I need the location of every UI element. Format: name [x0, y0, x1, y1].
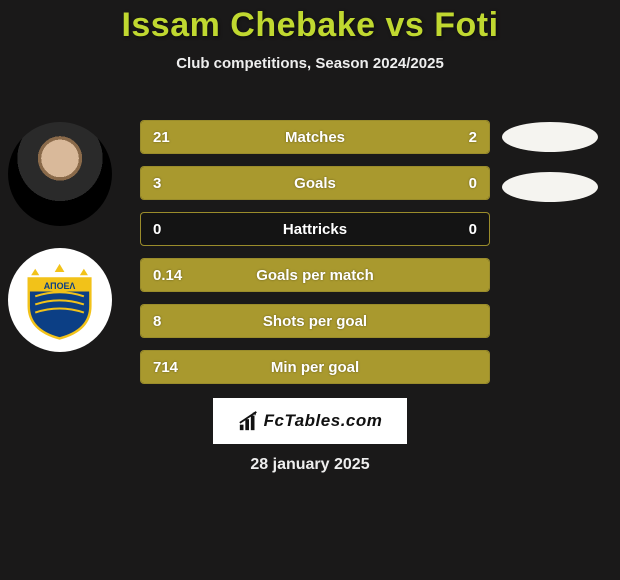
svg-text:ΑΠΟΕΛ: ΑΠΟΕΛ — [44, 281, 76, 291]
stat-row: 0Hattricks0 — [140, 212, 490, 246]
stat-left-value: 21 — [141, 129, 199, 146]
stat-left-value: 714 — [141, 359, 199, 376]
stat-left-value: 8 — [141, 313, 199, 330]
page-title: Issam Chebake vs Foti — [0, 0, 620, 45]
stat-row: 0.14Goals per match — [140, 258, 490, 292]
attribution-text: FcTables.com — [264, 411, 383, 431]
stat-right-value: 2 — [431, 129, 489, 146]
attribution-logo-icon — [238, 410, 260, 432]
stat-left-value: 0.14 — [141, 267, 199, 284]
stat-row: 3Goals0 — [140, 166, 490, 200]
stat-label: Goals — [199, 175, 431, 192]
stat-right-value: 0 — [431, 175, 489, 192]
stat-label: Matches — [199, 129, 431, 146]
stat-label: Hattricks — [199, 221, 431, 238]
stat-label: Goals per match — [199, 267, 431, 284]
club-crest-icon: ΑΠΟΕΛ — [19, 259, 100, 340]
placeholder-oval — [502, 122, 598, 152]
placeholder-oval — [502, 172, 598, 202]
stat-row: 714Min per goal — [140, 350, 490, 384]
stat-row: 21Matches2 — [140, 120, 490, 154]
date-label: 28 january 2025 — [0, 456, 620, 474]
stat-left-value: 0 — [141, 221, 199, 238]
stat-right-value: 0 — [431, 221, 489, 238]
player2-club-badge: ΑΠΟΕΛ — [8, 248, 112, 352]
stat-label: Min per goal — [199, 359, 431, 376]
stat-rows: 21Matches23Goals00Hattricks00.14Goals pe… — [140, 120, 490, 396]
subtitle: Club competitions, Season 2024/2025 — [0, 55, 620, 72]
player1-avatar — [8, 122, 112, 226]
avatars-column: ΑΠΟΕΛ — [8, 122, 112, 374]
stat-row: 8Shots per goal — [140, 304, 490, 338]
right-ovals-column — [496, 120, 604, 222]
stat-label: Shots per goal — [199, 313, 431, 330]
attribution-box: FcTables.com — [213, 398, 407, 444]
stat-left-value: 3 — [141, 175, 199, 192]
